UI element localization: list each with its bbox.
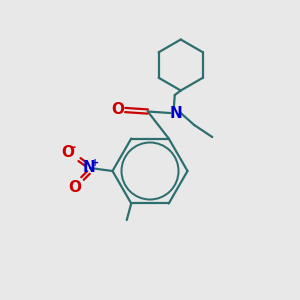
Text: O: O — [111, 102, 124, 117]
Text: O: O — [68, 180, 82, 195]
Text: N: N — [169, 106, 182, 121]
Text: O: O — [61, 145, 75, 160]
Text: N: N — [82, 160, 95, 175]
Text: -: - — [70, 140, 75, 154]
Text: +: + — [91, 158, 100, 169]
